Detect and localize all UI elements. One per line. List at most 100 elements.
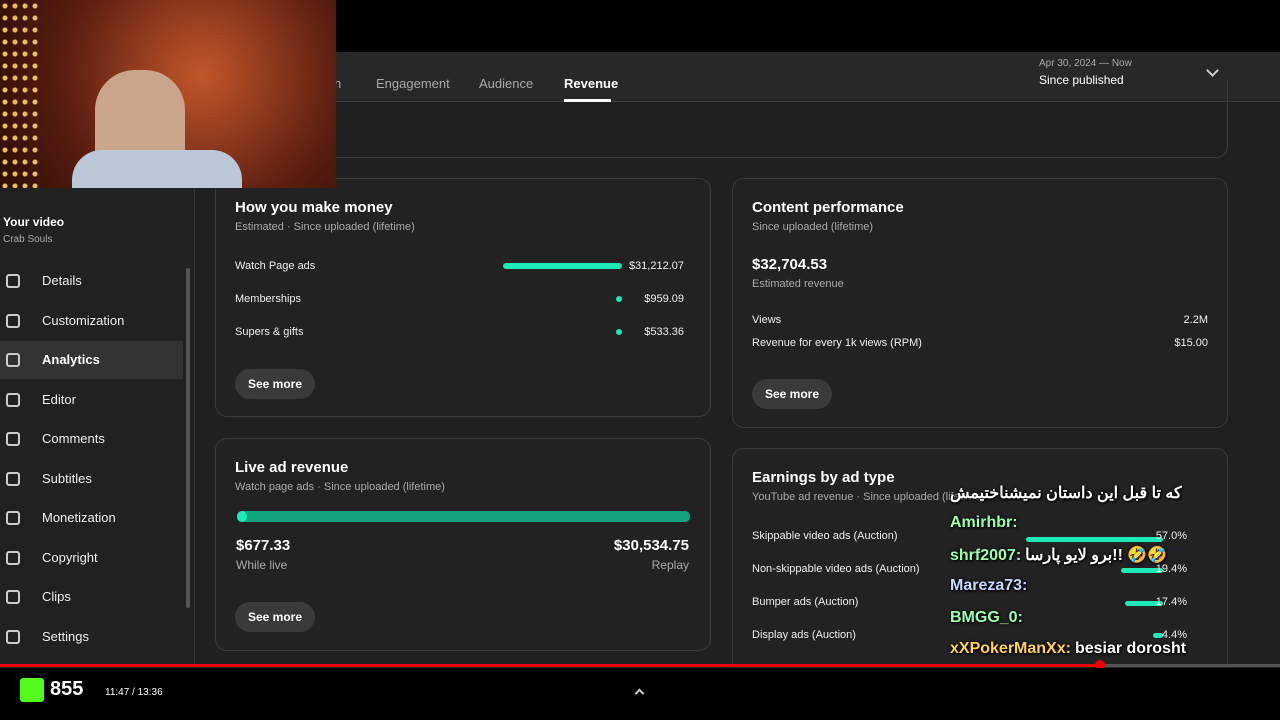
card-subtitle: Watch page ads · Since uploaded (lifetim…: [235, 481, 445, 493]
nav-item[interactable]: Subtitles: [42, 470, 92, 486]
bar: [616, 296, 622, 302]
card-subtitle: Estimated · Since uploaded (lifetime): [235, 221, 415, 233]
see-more[interactable]: See more: [235, 602, 316, 632]
expand-icon[interactable]: [634, 688, 645, 699]
progress[interactable]: [0, 664, 1100, 667]
card-title: Content performance: [752, 199, 904, 216]
progress-handle[interactable]: [1095, 660, 1105, 670]
active-item: [0, 341, 183, 379]
bar: [237, 511, 247, 522]
nav-item[interactable]: Monetization: [42, 510, 116, 525]
card-subtitle: YouTube ad revenue · Since uploaded (lif…: [752, 491, 985, 503]
row-label: Revenue for every 1k views (RPM): [752, 337, 922, 349]
row-value: $15.00: [1174, 337, 1208, 349]
earnings-card: Earnings by ad type YouTube ad revenue ·…: [732, 448, 1228, 688]
card-title: Live ad revenue: [235, 459, 349, 476]
row-label: Display ads (Auction): [752, 629, 856, 641]
tab[interactable]: Engagement: [376, 76, 450, 91]
nav-icon: [6, 274, 20, 288]
nav-item[interactable]: Copyright: [42, 549, 98, 565]
period[interactable]: Since published: [1039, 73, 1124, 87]
bar: [1121, 568, 1163, 573]
scrollbar[interactable]: [186, 268, 190, 608]
bar: [237, 511, 690, 522]
nav-icon: [6, 313, 20, 328]
row-value: $959.09: [644, 293, 684, 305]
nav-icon: [6, 511, 20, 525]
time: 11:47 / 13:36: [105, 687, 163, 698]
nav-item[interactable]: Analytics: [42, 352, 100, 367]
bar: [1026, 537, 1163, 542]
chat-text: برو لایو پارسا!! 🤣🤣: [1025, 547, 1168, 564]
chat-message: shrf2007: برو لایو پارسا!! 🤣🤣: [950, 545, 1167, 565]
tab-active[interactable]: Revenue: [564, 76, 619, 91]
sidebar: Your video Crab Souls Details Customizati…: [0, 188, 195, 668]
bar: [503, 263, 622, 269]
nav-icon: [6, 353, 20, 367]
nav-icon: [6, 590, 20, 604]
nav-item[interactable]: Editor: [42, 391, 76, 407]
card-title: Earnings by ad type: [752, 469, 895, 486]
row-value: $533.36: [644, 326, 684, 338]
nav-item[interactable]: Settings: [42, 628, 89, 644]
nav-item[interactable]: Details: [42, 273, 82, 288]
nav-icon: [6, 471, 20, 486]
chat-message: BMGG_0:: [950, 609, 1027, 627]
tab[interactable]: Audience: [479, 76, 534, 91]
row-value: 4.4%: [1161, 629, 1187, 641]
nav-item[interactable]: Clips: [42, 589, 71, 604]
nav-icon: [6, 432, 20, 446]
money-card: How you make money Estimated · Since upl…: [215, 178, 711, 417]
label: While live: [236, 558, 288, 572]
video-subtitle: Crab Souls: [3, 234, 53, 245]
nav-item[interactable]: Comments: [42, 431, 105, 446]
date-range: Apr 30, 2024 — Now: [1039, 58, 1132, 69]
player-bar: 855 11:47 / 13:36: [0, 668, 1280, 720]
bar: [1153, 633, 1163, 638]
nav-item[interactable]: Customization: [42, 312, 125, 328]
chat-user: Mareza73:: [950, 577, 1028, 594]
card-title: How you make money: [235, 199, 393, 216]
chat-text: besiar dorosht: [1074, 640, 1187, 657]
nav-icon: [6, 550, 20, 565]
row-label: Supers & gifts: [235, 326, 304, 338]
bar: [616, 329, 622, 335]
video-title: Your video: [3, 215, 65, 229]
viewers: 855: [50, 678, 84, 700]
row-label: Memberships: [235, 293, 302, 305]
label: Replay: [651, 558, 689, 572]
see-more[interactable]: See more: [752, 379, 833, 409]
tab-underline: [564, 99, 611, 102]
row-value: 57.0%: [1155, 530, 1187, 542]
card-subtitle: Since uploaded (lifetime): [752, 221, 874, 233]
row-value: 17.4%: [1155, 596, 1187, 608]
row-value: 2.2M: [1183, 314, 1208, 326]
nav-icon: [6, 629, 20, 644]
row-label: Bumper ads (Auction): [752, 596, 859, 608]
chat-message: Amirhbr:: [950, 514, 1022, 532]
tab[interactable]: h: [334, 76, 342, 91]
chat-user: shrf2007:: [950, 547, 1022, 564]
lights: [0, 0, 40, 188]
row-label: Views: [752, 314, 782, 326]
content-card: Content performance Since uploaded (life…: [732, 178, 1228, 428]
chat-text: که تا قبل این داستان نمیشناختیمش: [950, 485, 1182, 502]
row-label: Skippable video ads (Auction): [752, 530, 898, 542]
chat-user: xXPokerManXx:: [950, 640, 1071, 657]
row-value: $31,212.07: [628, 260, 684, 272]
value: $30,534.75: [613, 537, 689, 554]
row-value: 19.4%: [1155, 563, 1187, 575]
live-card: Live ad revenue Watch page ads · Since u…: [215, 438, 711, 651]
card: [215, 80, 1228, 158]
row-label: Non-skippable video ads (Auction): [752, 563, 920, 575]
kick-logo: [20, 678, 44, 702]
row-label: Watch Page ads: [235, 260, 316, 272]
chat-message: Mareza73:: [950, 577, 1031, 595]
dropdown-icon[interactable]: [1206, 64, 1219, 77]
total: $32,704.53: [752, 256, 828, 273]
bar: [1125, 601, 1163, 606]
chat-message: xXPokerManXx: besiar dorosht: [950, 640, 1186, 658]
see-more[interactable]: See more: [235, 369, 316, 399]
value: $677.33: [236, 537, 291, 554]
